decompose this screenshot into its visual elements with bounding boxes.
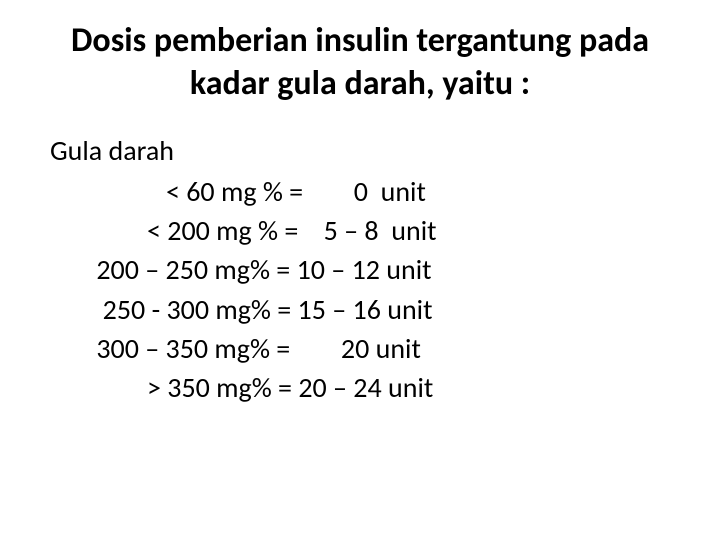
dose-row: < 200 mg % = 5 – 8 unit — [90, 211, 680, 250]
dose-row: 250 - 300 mg% = 15 – 16 unit — [90, 290, 680, 329]
dose-row: 300 – 350 mg% = 20 unit — [90, 329, 680, 368]
dose-row: > 350 mg% = 20 – 24 unit — [90, 368, 680, 407]
slide-title: Dosis pemberian insulin tergantung pada … — [40, 20, 680, 105]
dose-list: < 60 mg % = 0 unit < 200 mg % = 5 – 8 un… — [40, 172, 680, 407]
dose-row: < 60 mg % = 0 unit — [90, 172, 680, 211]
subtitle-label: Gula darah — [50, 133, 680, 168]
dose-row: 200 – 250 mg% = 10 – 12 unit — [90, 250, 680, 289]
